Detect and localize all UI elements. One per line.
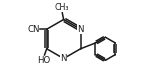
Text: N: N <box>77 25 84 34</box>
Text: HO: HO <box>37 56 51 65</box>
Text: N: N <box>60 54 67 63</box>
Text: CN: CN <box>27 25 40 34</box>
Text: CH₃: CH₃ <box>55 3 69 12</box>
